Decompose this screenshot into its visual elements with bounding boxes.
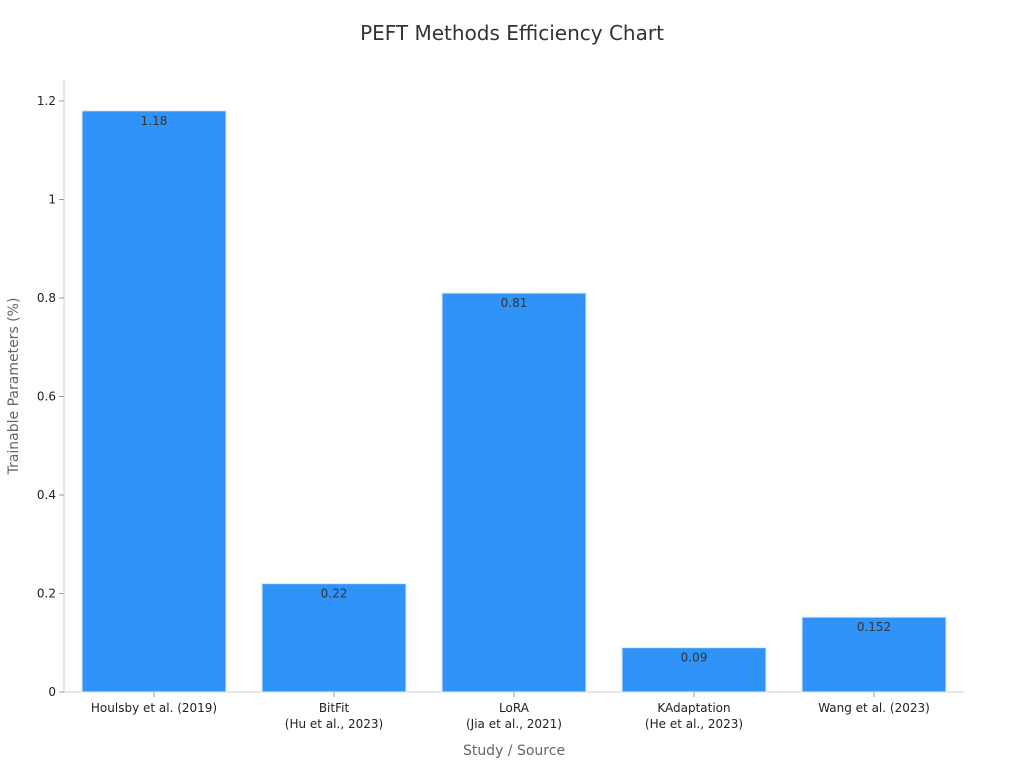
- x-tick-label: BitFit: [319, 701, 350, 715]
- x-tick-label: LoRA: [499, 701, 530, 715]
- bar-value-label: 0.22: [321, 587, 348, 601]
- x-axis-label: Study / Source: [463, 743, 565, 759]
- x-tick-label: KAdaptation: [657, 701, 730, 715]
- chart-title: PEFT Methods Efficiency Chart: [360, 21, 664, 45]
- y-tick-label: 0.6: [37, 390, 56, 404]
- bar[interactable]: [81, 110, 227, 693]
- bar-value-label: 0.81: [501, 296, 528, 310]
- bar-value-label: 0.09: [681, 651, 708, 665]
- y-tick-label: 0.8: [37, 291, 56, 305]
- bar-value-label: 0.152: [857, 620, 891, 634]
- x-tick-label: (Hu et al., 2023): [285, 717, 383, 731]
- y-tick-label: 0.2: [37, 587, 56, 601]
- x-tick-label: (He et al., 2023): [645, 717, 743, 731]
- bars-group: 1.18 0.22 0.81 0.09 0.152: [81, 110, 947, 693]
- bar-value-label: 1.18: [141, 114, 168, 128]
- x-tick-label: (Jia et al., 2021): [466, 717, 562, 731]
- y-tick-label: 1.2: [37, 94, 56, 108]
- bar[interactable]: [441, 292, 587, 693]
- y-tick-label: 0: [48, 685, 56, 699]
- y-axis-label: Trainable Parameters (%): [6, 298, 22, 476]
- x-tick-label: Houlsby et al. (2019): [91, 701, 217, 715]
- y-tick-label: 0.4: [37, 488, 56, 502]
- y-axis-ticks: 0 0.2 0.4 0.6 0.8 1 1.2: [37, 94, 64, 699]
- y-tick-label: 1: [48, 193, 56, 207]
- x-tick-label: Wang et al. (2023): [818, 701, 930, 715]
- x-axis-ticks: Houlsby et al. (2019) BitFit (Hu et al., 2…: [91, 692, 930, 731]
- bar[interactable]: [261, 583, 407, 693]
